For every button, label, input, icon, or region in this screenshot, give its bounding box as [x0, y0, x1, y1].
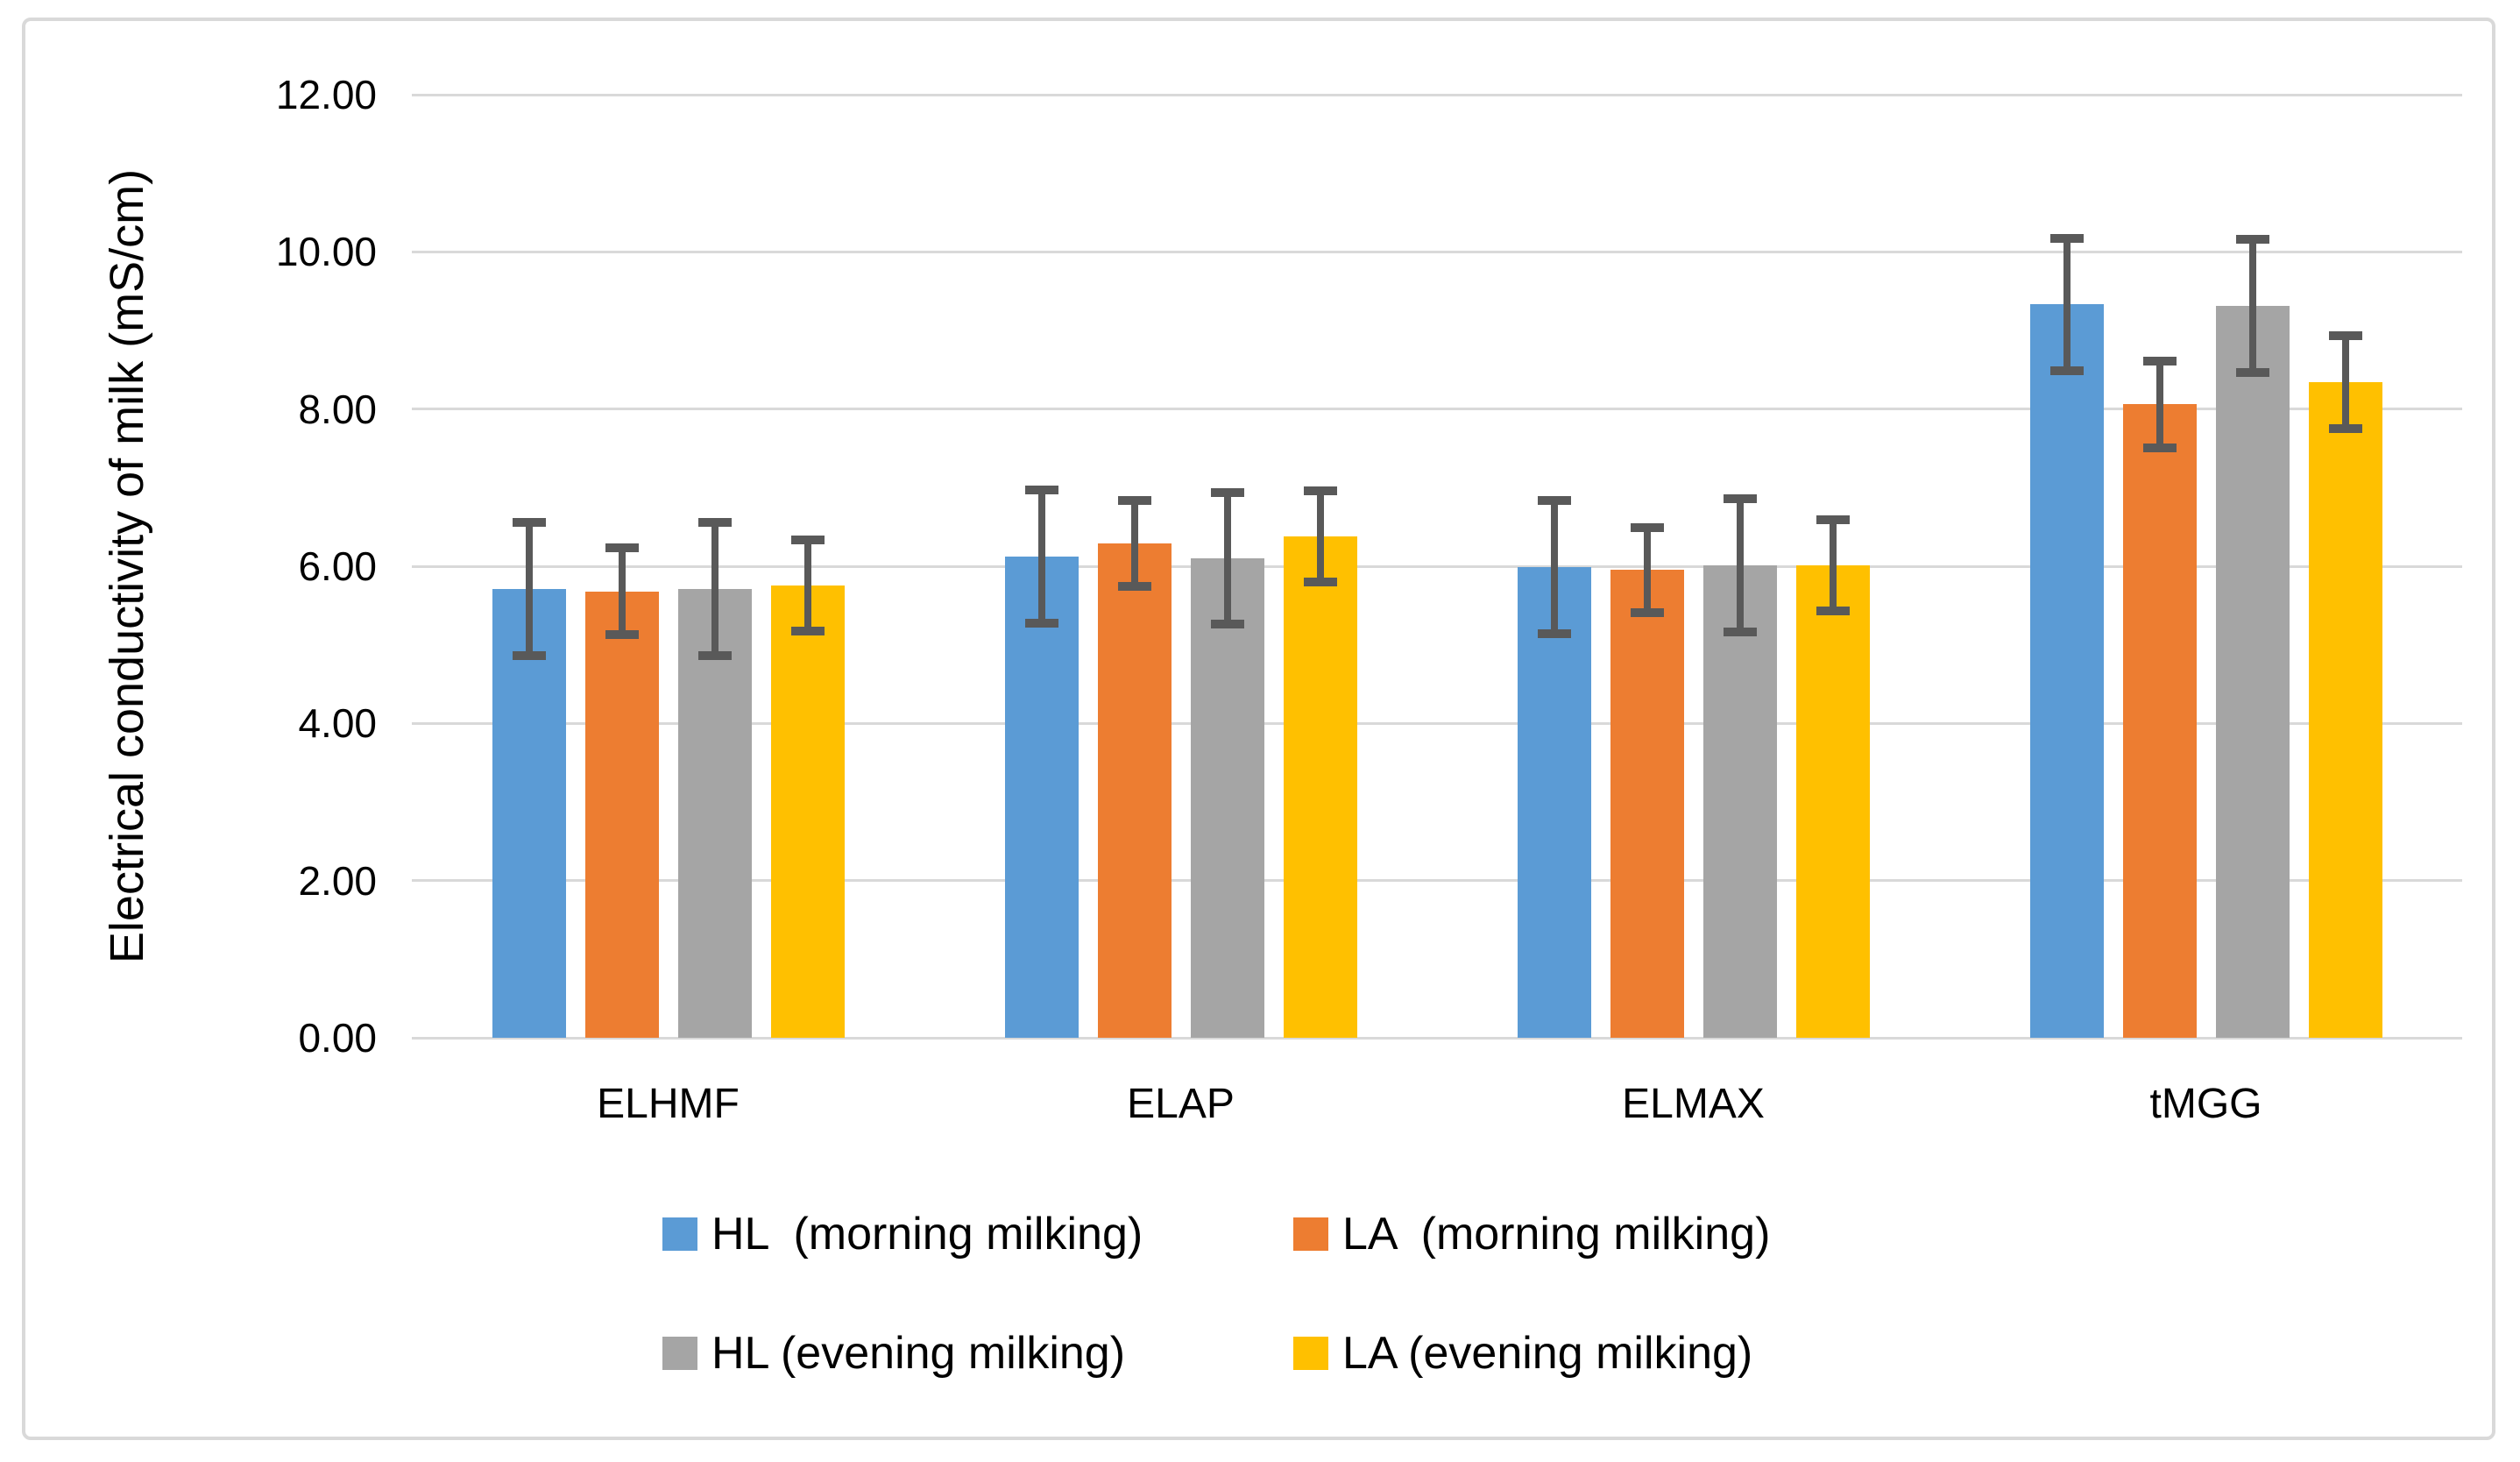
error-bar-la-morning-milking-elhmf-cap-bottom: [605, 630, 639, 639]
error-bar-hl-morning-milking-elap-cap-top: [1024, 486, 1058, 495]
bar-la-evening-milking-elmax: [1795, 565, 1870, 1038]
x-axis-label-elap: ELAP: [1127, 1081, 1235, 1127]
error-bar-hl-evening-milking-tmgg-cap-bottom: [2235, 368, 2269, 378]
error-bar-hl-morning-milking-tmgg-cap-top: [2049, 234, 2084, 244]
bar-hl-evening-milking-tmgg: [2215, 306, 2290, 1038]
error-bar-hl-evening-milking-elmax-cap-bottom: [1723, 628, 1757, 637]
error-bar-la-morning-milking-tmgg-cap-top: [2142, 356, 2177, 366]
bar-hl-evening-milking-elhmf: [677, 589, 752, 1038]
legend-item-la-evening-milking: LA (evening milking): [1293, 1327, 1752, 1380]
error-bar-hl-morning-milking-elhmf-cap-bottom: [512, 651, 546, 661]
error-bar-la-morning-milking-elmax-stem: [1643, 528, 1651, 613]
bar-la-evening-milking-tmgg: [2308, 382, 2382, 1038]
legend-label-la-morning-milking: LA (morning milking): [1342, 1209, 1771, 1260]
error-bar-hl-morning-milking-elap-stem: [1037, 490, 1045, 624]
error-bar-hl-evening-milking-elmax-stem: [1736, 498, 1744, 633]
y-axis-title: Electrical conductivity of milk (mS/cm): [101, 168, 153, 964]
bar-hl-morning-milking-tmgg: [2029, 304, 2104, 1038]
bar-la-evening-milking-elhmf: [770, 586, 845, 1038]
error-bar-la-evening-milking-tmgg-cap-top: [2328, 331, 2362, 341]
bar-la-morning-milking-elmax: [1610, 570, 1684, 1038]
y-tick-label-4.00: 4.00: [298, 700, 377, 747]
error-bar-la-evening-milking-elhmf-cap-top: [790, 536, 825, 545]
error-bar-la-morning-milking-elap-cap-top: [1117, 495, 1151, 505]
bar-la-morning-milking-elhmf: [584, 591, 659, 1038]
error-bar-la-morning-milking-elhmf-stem: [618, 548, 626, 635]
y-tick-label-12.00: 12.00: [275, 72, 377, 117]
error-bar-la-evening-milking-elap-stem: [1316, 490, 1324, 582]
legend-label-la-evening-milking: LA (evening milking): [1342, 1328, 1753, 1379]
legend-item-hl-morning-milking: HL (morning milking): [662, 1208, 1143, 1260]
error-bar-la-morning-milking-tmgg-cap-bottom: [2142, 443, 2177, 452]
error-bar-la-evening-milking-elap-cap-bottom: [1303, 577, 1337, 586]
legend-label-hl-evening-milking: HL (evening milking): [711, 1328, 1126, 1379]
error-bar-hl-morning-milking-elmax-cap-top: [1537, 495, 1571, 505]
error-bar-la-morning-milking-elmax-cap-top: [1630, 523, 1664, 533]
error-bar-hl-evening-milking-elhmf-cap-top: [697, 517, 732, 527]
y-tick-label-8.00: 8.00: [298, 386, 377, 432]
legend-swatch-hl-morning-milking: [662, 1217, 697, 1251]
error-bar-hl-evening-milking-elhmf-stem: [711, 522, 718, 656]
error-bar-la-evening-milking-elhmf-cap-bottom: [790, 627, 825, 636]
error-bar-la-morning-milking-elap-stem: [1130, 500, 1138, 587]
error-bar-hl-morning-milking-elhmf-stem: [525, 522, 533, 656]
y-tick-label-0.00: 0.00: [298, 1015, 377, 1061]
error-bar-la-evening-milking-tmgg-cap-bottom: [2328, 424, 2362, 434]
error-bar-hl-morning-milking-tmgg-cap-bottom: [2049, 366, 2084, 375]
legend-item-la-morning-milking: LA (morning milking): [1293, 1208, 1770, 1260]
x-axis-label-tmgg: tMGG: [2149, 1081, 2262, 1127]
error-bar-la-evening-milking-elmax-stem: [1829, 520, 1837, 612]
error-bar-la-evening-milking-elmax-cap-bottom: [1816, 607, 1850, 616]
y-tick-label-2.00: 2.00: [298, 857, 377, 904]
error-bar-hl-evening-milking-elap-cap-top: [1210, 487, 1244, 497]
gridline-6.00: [412, 564, 2462, 568]
gridline-2.00: [412, 879, 2462, 883]
legend-swatch-la-morning-milking: [1293, 1217, 1328, 1251]
gridline-10.00: [412, 250, 2462, 253]
legend-item-hl-evening-milking: HL (evening milking): [662, 1327, 1125, 1380]
error-bar-la-evening-milking-tmgg-stem: [2341, 336, 2349, 429]
y-tick-label-10.00: 10.00: [275, 229, 377, 275]
gridline-4.00: [412, 721, 2462, 725]
bar-hl-morning-milking-elmax: [1517, 566, 1591, 1038]
error-bar-hl-evening-milking-elmax-cap-top: [1723, 493, 1757, 503]
x-axis-label-elhmf: ELHMF: [597, 1081, 740, 1127]
bar-hl-evening-milking-elap: [1190, 558, 1264, 1038]
bar-la-morning-milking-elap: [1097, 543, 1172, 1038]
error-bar-la-evening-milking-elmax-cap-top: [1816, 515, 1850, 525]
bar-hl-morning-milking-elhmf: [492, 589, 566, 1038]
x-axis-label-elmax: ELMAX: [1622, 1081, 1765, 1127]
bar-la-evening-milking-elap: [1283, 536, 1357, 1038]
y-tick-label-6.00: 6.00: [298, 543, 377, 589]
error-bar-la-morning-milking-elmax-cap-bottom: [1630, 607, 1664, 617]
error-bar-hl-morning-milking-elmax-stem: [1550, 500, 1558, 635]
error-bar-hl-evening-milking-elhmf-cap-bottom: [697, 651, 732, 661]
error-bar-hl-evening-milking-tmgg-cap-top: [2235, 234, 2269, 244]
error-bar-hl-evening-milking-elap-cap-bottom: [1210, 620, 1244, 629]
bar-hl-evening-milking-elmax: [1702, 565, 1777, 1038]
error-bar-la-morning-milking-tmgg-stem: [2155, 360, 2163, 448]
error-bar-la-evening-milking-elhmf-stem: [803, 540, 811, 632]
error-bar-la-morning-milking-elhmf-cap-top: [605, 543, 639, 553]
error-bar-hl-evening-milking-tmgg-stem: [2248, 238, 2256, 373]
error-bar-hl-morning-milking-elap-cap-bottom: [1024, 619, 1058, 628]
error-bar-la-evening-milking-elap-cap-top: [1303, 486, 1337, 495]
legend-swatch-la-evening-milking: [1293, 1337, 1328, 1370]
legend-swatch-hl-evening-milking: [662, 1337, 697, 1370]
gridline-12.00: [412, 93, 2462, 96]
error-bar-hl-morning-milking-elmax-cap-bottom: [1537, 629, 1571, 639]
error-bar-hl-evening-milking-elap-stem: [1223, 492, 1231, 625]
error-bar-hl-morning-milking-elhmf-cap-top: [512, 517, 546, 527]
gridline-0.00: [412, 1036, 2462, 1040]
bar-la-morning-milking-tmgg: [2122, 404, 2197, 1038]
error-bar-hl-morning-milking-tmgg-stem: [2063, 238, 2071, 371]
error-bar-la-morning-milking-elap-cap-bottom: [1117, 582, 1151, 592]
legend-label-hl-morning-milking: HL (morning milking): [711, 1209, 1143, 1260]
gridline-8.00: [412, 408, 2462, 411]
bar-hl-morning-milking-elap: [1004, 557, 1079, 1038]
